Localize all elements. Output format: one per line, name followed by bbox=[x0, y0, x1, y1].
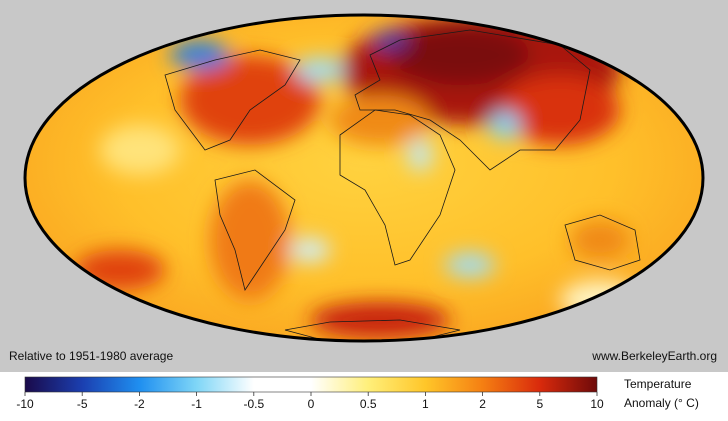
map-globe bbox=[25, 15, 703, 341]
colorbar-tick-label: 0.5 bbox=[360, 397, 377, 411]
colorbar-tick-label: -10 bbox=[16, 397, 34, 411]
source-credit: www.BerkeleyEarth.org bbox=[591, 349, 717, 363]
colorbar-title: Temperature bbox=[624, 377, 692, 391]
colorbar-tick-label: -0.5 bbox=[243, 397, 264, 411]
colorbar-tick-label: 10 bbox=[590, 397, 604, 411]
colorbar-tick-label: 5 bbox=[536, 397, 543, 411]
colorbar-title: Anomaly (° C) bbox=[624, 396, 699, 410]
colorbar-tick-label: -1 bbox=[191, 397, 202, 411]
colorbar-tick-label: 2 bbox=[479, 397, 486, 411]
colorbar-tick-label: 0 bbox=[308, 397, 315, 411]
baseline-note: Relative to 1951-1980 average bbox=[9, 349, 173, 363]
colorbar bbox=[24, 376, 598, 393]
colorbar-tick-label: -2 bbox=[134, 397, 145, 411]
colorbar-tick-label: 1 bbox=[422, 397, 429, 411]
globe-outline bbox=[23, 13, 705, 343]
colorbar-tick-label: -5 bbox=[77, 397, 88, 411]
